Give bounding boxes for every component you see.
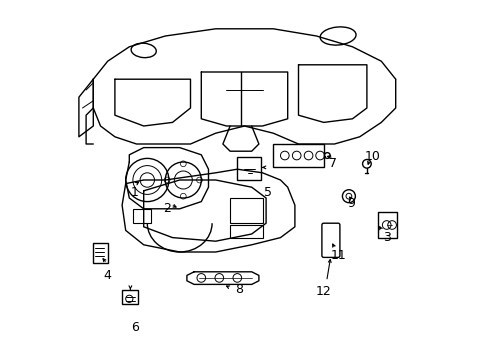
Text: 1: 1	[130, 186, 139, 199]
Text: 6: 6	[130, 321, 139, 334]
Text: 10: 10	[364, 150, 380, 163]
Text: 12: 12	[315, 285, 331, 298]
Text: 3: 3	[382, 231, 390, 244]
Text: 8: 8	[235, 283, 243, 296]
Text: 9: 9	[346, 197, 354, 210]
Text: 4: 4	[103, 269, 111, 282]
Text: 5: 5	[264, 186, 271, 199]
Text: 7: 7	[328, 157, 336, 170]
Text: 2: 2	[163, 202, 171, 215]
Text: 11: 11	[329, 249, 346, 262]
